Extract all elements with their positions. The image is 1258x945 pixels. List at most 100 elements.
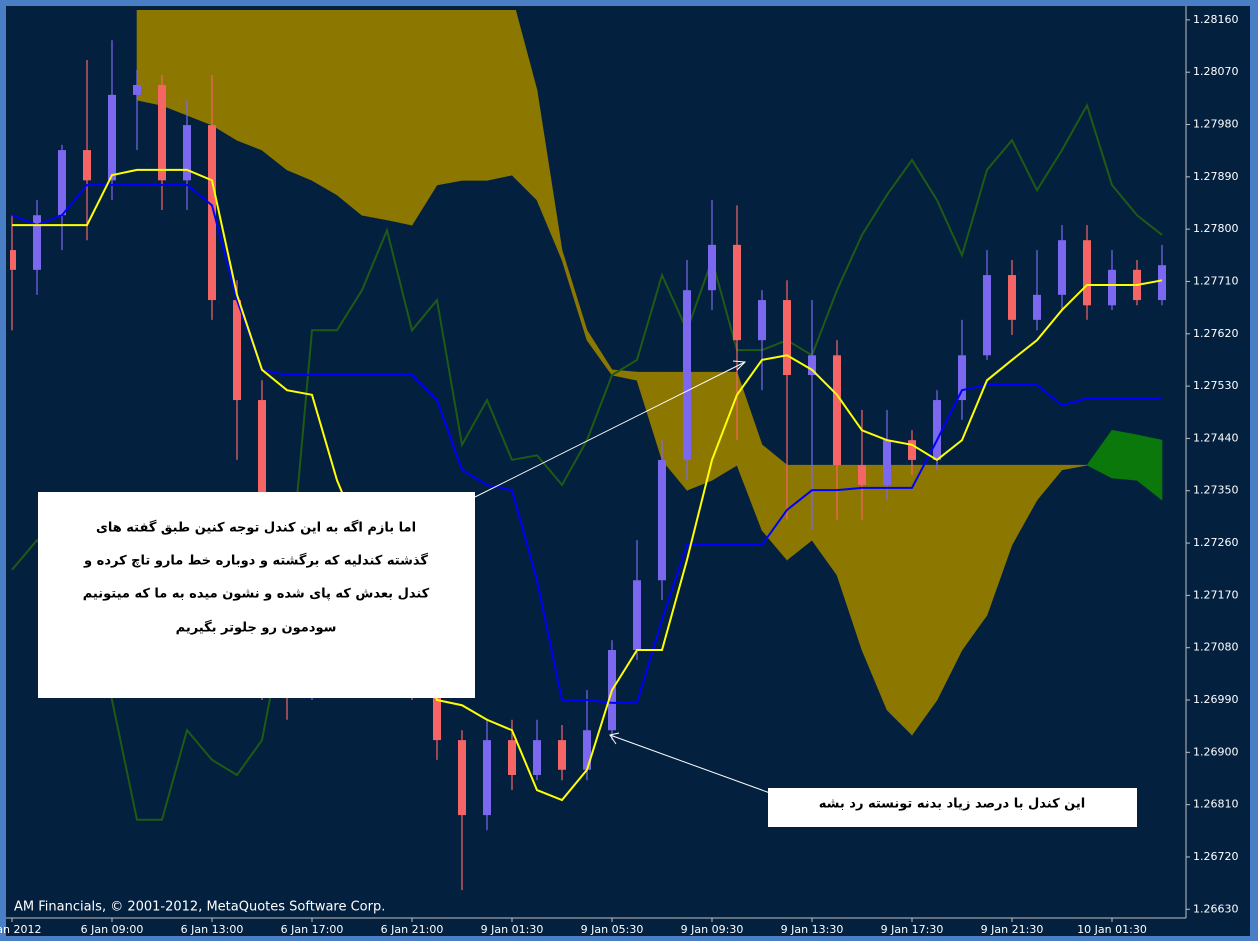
candle-body: [658, 459, 666, 581]
y-tick-label: 1.27800: [1193, 222, 1239, 235]
x-tick-label: 6 Jan 13:00: [181, 923, 244, 936]
cloud-segment: [161, 10, 188, 116]
candle-body: [483, 740, 491, 816]
x-tick-label: 9 Jan 09:30: [681, 923, 744, 936]
x-tick-label: 9 Jan 05:30: [581, 923, 644, 936]
y-tick-label: 1.27710: [1193, 274, 1239, 287]
candle-body: [83, 150, 91, 181]
y-tick-label: 1.26720: [1193, 850, 1239, 863]
y-tick-label: 1.27170: [1193, 588, 1239, 601]
cloud-segment: [1111, 429, 1138, 481]
candle-body: [958, 355, 966, 401]
candle-body: [133, 84, 141, 95]
cloud-segment: [336, 10, 363, 216]
arrow-head: [609, 732, 620, 745]
candle-body: [733, 244, 741, 341]
annotation-text: کندل بعدش که پای شده و نشون میده به ما ک…: [83, 587, 430, 602]
x-tick-label: 9 Jan 13:30: [781, 923, 844, 936]
candle-body: [833, 355, 841, 466]
x-tick-label: 6 Jan 17:00: [281, 923, 344, 936]
y-tick-label: 1.27080: [1193, 641, 1239, 654]
candle-body: [1008, 275, 1016, 320]
y-tick-label: 1.27350: [1193, 484, 1239, 497]
y-tick-label: 1.26990: [1193, 693, 1239, 706]
chikou-line: [11, 102, 1163, 821]
x-tick-label: 10 Jan 01:30: [1077, 923, 1147, 936]
candle-body: [208, 125, 216, 301]
cloud-segment: [461, 10, 488, 181]
candle-body: [258, 400, 266, 560]
y-tick-label: 1.27530: [1193, 379, 1239, 392]
candle-body: [583, 730, 591, 770]
candle-body: [458, 740, 466, 816]
cloud-segment: [436, 10, 463, 186]
candle-body: [983, 275, 991, 356]
annotation-arrow: [474, 361, 746, 498]
candle-body: [108, 94, 116, 181]
candle-body: [683, 290, 691, 460]
x-tick-label: 9 Jan 17:30: [881, 923, 944, 936]
cloud-segment: [286, 10, 313, 181]
annotation-text: سودمون رو جلوتر بگیریم: [176, 620, 337, 636]
candle-body: [10, 250, 16, 270]
y-tick-label: 1.27980: [1193, 118, 1239, 131]
tenkan-line: [12, 168, 1163, 802]
candle-body: [533, 740, 541, 775]
x-tick-label: 9 Jan 21:30: [981, 923, 1044, 936]
copyright: AM Financials, © 2001-2012, MetaQuotes S…: [14, 900, 385, 915]
candle-body: [1083, 240, 1091, 306]
cloud-segment: [1136, 434, 1163, 501]
candle-body: [933, 400, 941, 460]
annotation-text: این کندل با درصد زیاد بدنه تونسته رد بشه: [819, 797, 1085, 812]
y-tick-label: 1.26810: [1193, 798, 1239, 811]
y-tick-label: 1.27440: [1193, 431, 1239, 444]
candle-body: [508, 740, 516, 775]
cloud-segment: [386, 10, 413, 226]
y-tick-label: 1.28070: [1193, 65, 1239, 78]
x-tick-label: 6 Jan 09:00: [81, 923, 144, 936]
y-tick-label: 1.26900: [1193, 745, 1239, 758]
candle-body: [1108, 269, 1116, 306]
candle-body: [233, 300, 241, 401]
candle-body: [183, 125, 191, 181]
x-tick-label: 6 Jan 21:00: [381, 923, 444, 936]
candle-body: [808, 355, 816, 376]
candle-body: [58, 150, 66, 216]
y-tick-label: 1.27890: [1193, 170, 1239, 183]
candle-body: [858, 465, 866, 485]
annotation-text: اما بازم اگه به این کندل توجه کنین طبق گ…: [96, 520, 416, 536]
cloud-segment: [486, 10, 513, 181]
annotation-arrow: [609, 734, 771, 794]
candle-body: [883, 440, 891, 485]
candle-body: [1058, 240, 1066, 295]
axes: 1.28160 1.28070 1.27980 1.27890 1.27800 1.277…: [0, 13, 1239, 936]
cloud-segment: [311, 10, 338, 196]
annotation-text: گذشته کندلیه که برگشته و دوباره خط مارو …: [83, 553, 428, 569]
y-tick-label: 1.27620: [1193, 327, 1239, 340]
cloud-segment: [261, 10, 288, 171]
cloud-segment: [211, 10, 238, 141]
y-tick-label: 1.26630: [1193, 902, 1239, 915]
candle-body: [1158, 265, 1166, 301]
cloud-segment: [236, 10, 263, 151]
y-tick-label: 1.27260: [1193, 536, 1239, 549]
candle-body: [33, 215, 41, 270]
kijun-line: [11, 183, 1162, 704]
cloud-segment: [136, 10, 163, 106]
cloud-segment: [1061, 464, 1088, 471]
candle-body: [1033, 294, 1041, 320]
candle-body: [158, 84, 166, 181]
candle-body: [558, 740, 566, 770]
arrow-head: [732, 360, 747, 371]
cloud-segment: [361, 10, 388, 221]
cloud-segment: [886, 464, 913, 736]
annotation-box: [768, 788, 1137, 827]
cloud-segment: [911, 464, 938, 736]
annotations: اما بازم اگه به این کندل توجه کنین طبق گ…: [14, 360, 1137, 915]
y-tick-label: 1.28160: [1193, 13, 1239, 26]
cloud-segment: [411, 10, 438, 227]
x-tick-label: 9 Jan 01:30: [481, 923, 544, 936]
cloud-segment: [186, 10, 213, 126]
candle-body: [758, 300, 766, 341]
